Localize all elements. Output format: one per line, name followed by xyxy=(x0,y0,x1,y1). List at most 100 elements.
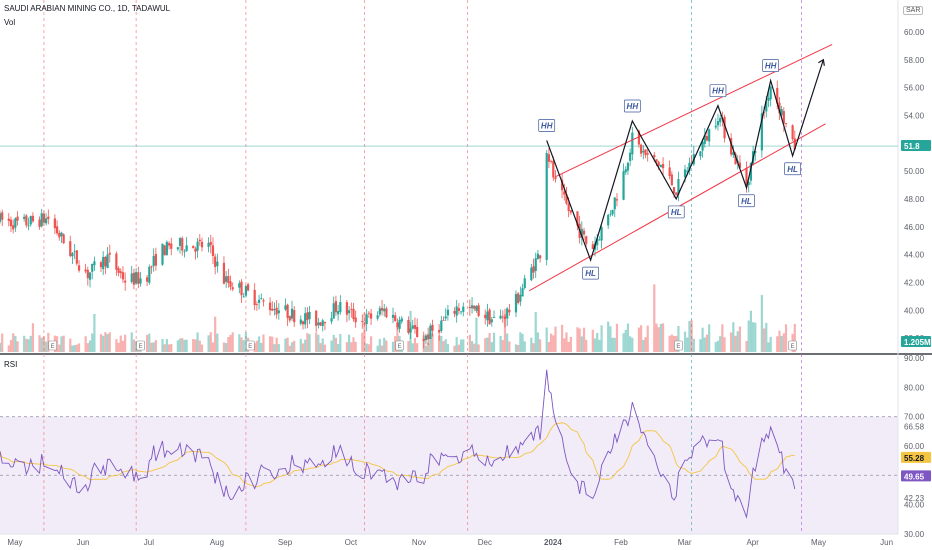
volume-bar xyxy=(407,341,409,352)
candle-body xyxy=(212,245,214,256)
candle-body xyxy=(491,319,493,322)
volume-bar xyxy=(440,336,442,352)
volume-bar xyxy=(598,340,600,352)
candle-body xyxy=(240,282,242,296)
volume-bar xyxy=(781,336,783,352)
candle-body xyxy=(445,316,447,318)
candle-body xyxy=(475,306,477,311)
volume-bar xyxy=(414,338,416,352)
candle-body xyxy=(78,265,80,270)
candle-body xyxy=(25,215,27,225)
volume-bar xyxy=(106,334,108,352)
volume-bar xyxy=(445,339,447,352)
volume-bar xyxy=(473,344,475,352)
candle-body xyxy=(197,242,199,251)
candle-body xyxy=(117,268,119,273)
candle-body xyxy=(168,243,170,245)
volume-bar xyxy=(471,341,473,352)
candle-body xyxy=(767,98,769,101)
volume-bar xyxy=(315,333,317,352)
currency-badge[interactable]: SAR xyxy=(903,6,923,15)
time-tick-label: Apr xyxy=(746,538,759,547)
volume-bar xyxy=(192,339,194,352)
candle-body xyxy=(8,219,10,221)
candle-body xyxy=(508,310,510,312)
volume-bar xyxy=(708,324,710,352)
last-price-tag: 51.8 xyxy=(904,142,920,151)
volume-bar xyxy=(576,327,578,352)
candle-body xyxy=(12,225,14,229)
volume-bar xyxy=(45,342,47,352)
volume-bar xyxy=(568,342,570,352)
volume-bar xyxy=(76,345,78,352)
candle-body xyxy=(521,288,523,296)
volume-bar xyxy=(506,334,508,352)
candle-body xyxy=(394,315,396,321)
candle-body xyxy=(442,320,444,321)
volume-bar xyxy=(546,328,548,352)
candle-body xyxy=(669,167,671,176)
candle-body xyxy=(598,240,600,241)
candle-body xyxy=(631,133,633,155)
candle-body xyxy=(150,266,152,267)
candle-body xyxy=(1,212,3,219)
candle-body xyxy=(607,215,609,225)
volume-bar xyxy=(232,332,234,352)
candle-body xyxy=(302,321,304,324)
volume-bar xyxy=(563,338,565,352)
candle-body xyxy=(45,218,47,223)
candle-body xyxy=(684,169,686,177)
candle-body xyxy=(361,321,363,322)
candle-body xyxy=(431,325,433,331)
candle-body xyxy=(271,309,273,311)
volume-bar xyxy=(478,344,480,352)
candle-body xyxy=(396,322,398,327)
volume-bar xyxy=(276,338,278,352)
annotation-label-hl: HL xyxy=(585,269,596,278)
candle-body xyxy=(333,303,335,318)
candle-body xyxy=(355,318,357,323)
volume-bar xyxy=(622,333,624,352)
volume-bar xyxy=(337,344,339,352)
candle-body xyxy=(260,298,262,299)
volume-bar xyxy=(161,339,163,352)
volume-bar xyxy=(469,335,471,352)
price-tick-label: 44.00 xyxy=(904,251,925,260)
candle-body xyxy=(552,161,554,177)
volume-bar xyxy=(155,340,157,352)
candle-body xyxy=(502,317,504,318)
volume-bar xyxy=(669,336,671,352)
candle-body xyxy=(317,322,319,325)
candle-body xyxy=(124,281,126,283)
volume-bar xyxy=(201,345,203,352)
candle-body xyxy=(401,318,403,321)
volume-bar xyxy=(561,325,563,352)
volume-bar xyxy=(734,336,736,352)
volume-bar xyxy=(719,336,721,352)
volume-bar xyxy=(616,324,618,352)
candle-body xyxy=(170,243,172,248)
volume-bar xyxy=(91,333,93,352)
volume-bar xyxy=(704,338,706,352)
volume-bar xyxy=(629,336,631,352)
volume-bar xyxy=(278,344,280,352)
candle-body xyxy=(199,240,201,241)
volume-bar xyxy=(631,338,633,352)
candle-body xyxy=(106,254,108,267)
volume-bar xyxy=(146,335,148,352)
volume-bar xyxy=(489,333,491,352)
candle-body xyxy=(0,213,1,222)
candle-body xyxy=(87,270,89,278)
candle-body xyxy=(76,250,78,263)
candle-body xyxy=(625,169,627,172)
volume-bar xyxy=(739,326,741,352)
time-tick-label: Sep xyxy=(278,538,293,547)
candle-body xyxy=(708,129,710,141)
volume-bar xyxy=(183,340,185,352)
volume-bar xyxy=(732,322,734,352)
candle-body xyxy=(546,153,548,260)
volume-bar xyxy=(442,341,444,352)
annotation-label-hl: HL xyxy=(671,208,682,217)
candle-body xyxy=(135,272,137,283)
